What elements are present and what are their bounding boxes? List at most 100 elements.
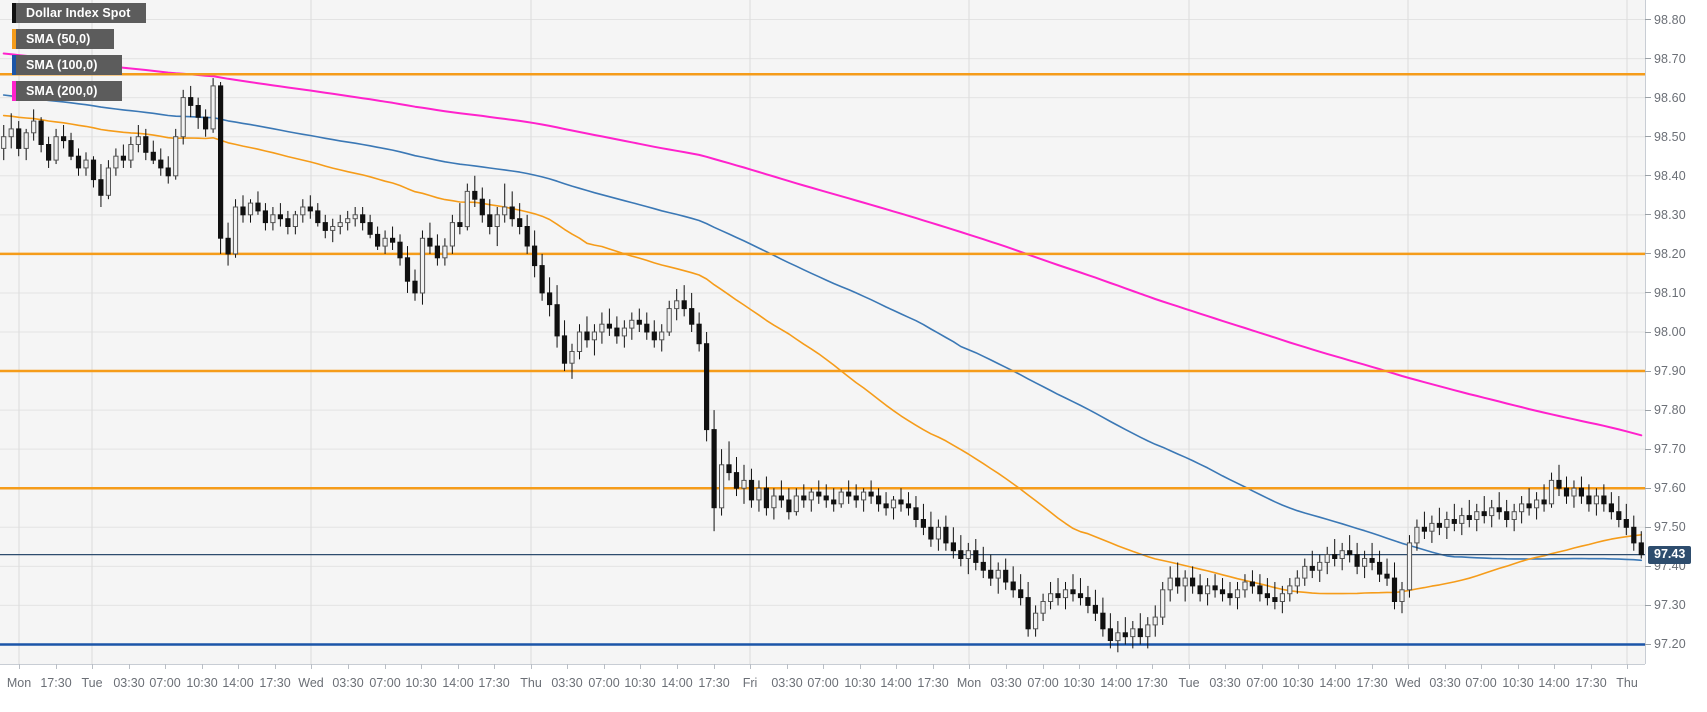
time-axis[interactable]: Mon 17:30 Tue 03:30 07:00 10:30 14:00 17:30 Wed 0… (0, 664, 1707, 712)
candle-body-bullish[interactable] (965, 550, 971, 560)
candle-body-bullish[interactable] (382, 237, 388, 247)
candle-body-bullish[interactable] (1511, 511, 1517, 521)
candle-body-bullish[interactable] (666, 308, 672, 333)
candle-body-bullish[interactable] (1571, 487, 1577, 497)
candle-body-bearish[interactable] (367, 222, 373, 235)
candle-body-bearish[interactable] (1578, 487, 1585, 497)
candle-body-bearish[interactable] (1137, 628, 1143, 638)
candle-body-bullish[interactable] (569, 351, 575, 364)
candle-body-bearish[interactable] (846, 491, 852, 497)
candle-body-bearish[interactable] (487, 214, 493, 228)
candle-body-bearish[interactable] (801, 495, 807, 501)
chart-plot-area[interactable] (0, 0, 1645, 664)
candle-body-bearish[interactable] (1436, 522, 1443, 528)
candle-body-bearish[interactable] (285, 218, 291, 227)
candle-body-bullish[interactable] (741, 479, 747, 489)
candle-body-bullish[interactable] (629, 319, 635, 329)
candle-body-bullish[interactable] (1489, 507, 1495, 517)
candle-body-bearish[interactable] (255, 202, 261, 212)
candle-body-bearish[interactable] (816, 491, 822, 497)
candle-body-bearish[interactable] (786, 499, 792, 513)
candle-body-bullish[interactable] (1205, 585, 1211, 595)
candle-body-bullish[interactable] (1033, 612, 1039, 630)
candle-body-bearish[interactable] (16, 128, 22, 149)
candle-body-bearish[interactable] (240, 206, 246, 216)
candle-body-bullish[interactable] (232, 206, 239, 255)
candle-body-bearish[interactable] (763, 487, 769, 509)
candle-body-bearish[interactable] (1077, 593, 1084, 599)
candle-body-bearish[interactable] (1025, 597, 1031, 630)
candle-body-bullish[interactable] (270, 214, 276, 224)
candle-body-bearish[interactable] (1272, 597, 1278, 602)
candle-body-bearish[interactable] (651, 331, 657, 341)
candle-body-bearish[interactable] (831, 499, 837, 505)
candle-body-bearish[interactable] (913, 507, 919, 520)
candle-body-bearish[interactable] (1481, 511, 1487, 517)
candle-body-bullish[interactable] (128, 144, 134, 161)
candle-body-bullish[interactable] (674, 300, 680, 310)
candle-body-bearish[interactable] (1623, 519, 1629, 528)
candle-body-bullish[interactable] (1534, 499, 1540, 509)
candle-body-bullish[interactable] (1317, 561, 1323, 571)
candle-body-bullish[interactable] (113, 155, 119, 169)
candle-body-bearish[interactable] (606, 323, 612, 329)
candle-body-bearish[interactable] (988, 569, 994, 579)
candle-body-bullish[interactable] (442, 245, 448, 259)
candle-body-bullish[interactable] (1242, 581, 1248, 591)
candle-body-bearish[interactable] (1257, 585, 1263, 595)
candle-body-bearish[interactable] (165, 167, 171, 177)
candle-body-bullish[interactable] (838, 491, 844, 505)
candle-body-bullish[interactable] (1362, 558, 1368, 567)
candle-body-bullish[interactable] (419, 237, 426, 294)
candle-body-bearish[interactable] (38, 120, 44, 145)
candle-body-bullish[interactable] (23, 132, 29, 149)
candle-body-bearish[interactable] (1264, 593, 1271, 599)
candle-body-bullish[interactable] (31, 120, 37, 134)
candle-body-bearish[interactable] (509, 206, 515, 220)
candle-body-bearish[interactable] (883, 503, 889, 509)
candle-body-bullish[interactable] (210, 85, 216, 130)
candle-body-bearish[interactable] (1384, 573, 1390, 579)
candle-body-bearish[interactable] (1212, 585, 1218, 591)
candle-body-bullish[interactable] (449, 222, 455, 247)
candle-body-bullish[interactable] (861, 491, 867, 501)
candle-body-bearish[interactable] (46, 144, 52, 161)
candle-body-bearish[interactable] (1504, 511, 1510, 521)
candle-body-bullish[interactable] (591, 331, 597, 341)
candle-body-bearish[interactable] (1107, 628, 1114, 641)
candle-body-bearish[interactable] (636, 319, 642, 325)
candle-body-bearish[interactable] (950, 542, 956, 552)
candle-body-bullish[interactable] (1399, 589, 1405, 602)
candle-body-bearish[interactable] (390, 237, 396, 243)
candle-body-bearish[interactable] (823, 495, 829, 501)
candle-body-bearish[interactable] (225, 237, 231, 255)
candle-body-bearish[interactable] (1369, 558, 1375, 563)
candle-body-bullish[interactable] (173, 136, 179, 177)
candle-body-bullish[interactable] (464, 190, 470, 228)
candle-body-bearish[interactable] (75, 155, 82, 169)
price-axis[interactable]: 98.80 98.70 98.60 98.50 98.40 98.30 98.20 98.10… (1645, 0, 1707, 664)
candle-body-bearish[interactable] (262, 210, 268, 224)
candle-body-bearish[interactable] (1616, 511, 1622, 521)
candle-body-bullish[interactable] (1459, 515, 1465, 524)
candle-body-bullish[interactable] (1115, 632, 1121, 642)
candle-body-bearish[interactable] (876, 495, 882, 505)
candle-body-bullish[interactable] (1287, 585, 1293, 595)
candle-body-bearish[interactable] (778, 495, 784, 501)
candle-body-bearish[interactable] (218, 85, 224, 239)
candle-body-bullish[interactable] (935, 526, 941, 540)
candle-body-bearish[interactable] (412, 280, 418, 294)
candle-body-bearish[interactable] (307, 206, 313, 212)
candle-body-bearish[interactable] (1219, 589, 1226, 595)
candle-body-bullish[interactable] (8, 128, 14, 138)
candle-body-bearish[interactable] (696, 323, 702, 345)
candle-body-bullish[interactable] (1152, 616, 1158, 626)
candle-body-bearish[interactable] (203, 116, 209, 130)
candle-body-bearish[interactable] (1421, 526, 1428, 532)
candle-body-bearish[interactable] (704, 343, 710, 431)
candle-body-bullish[interactable] (105, 167, 112, 196)
candle-body-bullish[interactable] (621, 327, 627, 337)
candle-body-bearish[interactable] (1332, 554, 1338, 559)
candle-body-bearish[interactable] (195, 105, 201, 118)
candle-body-bearish[interactable] (1010, 581, 1016, 591)
